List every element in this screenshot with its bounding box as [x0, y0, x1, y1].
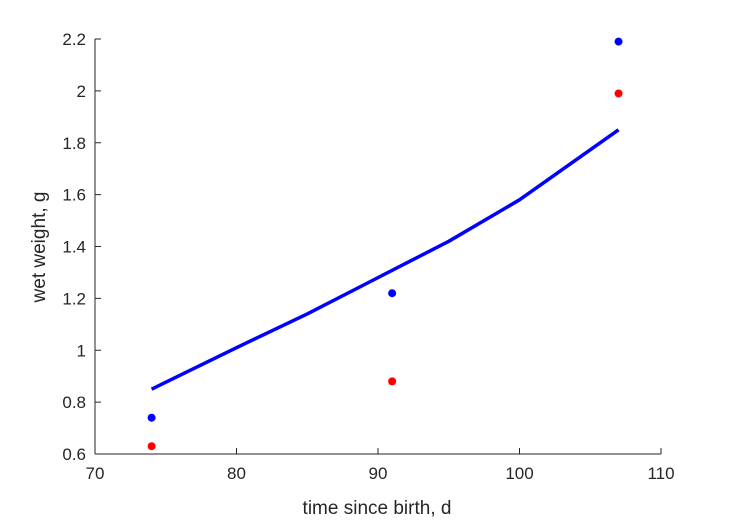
fit-line: [150, 128, 620, 391]
y-tick-label: 1.6: [62, 186, 86, 205]
y-tick-label: 1.4: [62, 238, 86, 257]
blue-data-point: [614, 37, 623, 46]
x-tick-label: 70: [86, 464, 105, 483]
axes: 70 80 90 100 110 0.6 0.8 1 1.2 1.4 1.6 1.8 2 2.2: [62, 30, 674, 483]
y-tick-label: 0.8: [62, 393, 86, 412]
blue-data-point: [147, 413, 156, 422]
red-data-point: [147, 442, 156, 451]
x-tick-label: 110: [647, 464, 674, 483]
x-tick-label: 80: [227, 464, 246, 483]
y-tick-label: 0.6: [62, 445, 86, 464]
x-tick-label: 90: [369, 464, 388, 483]
blue-data-point: [388, 289, 397, 298]
x-axis-label: time since birth, d: [303, 498, 452, 519]
y-tick-label: 2: [77, 82, 86, 101]
x-tick-label: 100: [505, 464, 533, 483]
red-data-point: [614, 89, 623, 98]
y-tick-label: 2.2: [62, 30, 86, 49]
y-tick-label: 1.2: [62, 289, 86, 308]
plot-area: [147, 37, 623, 451]
red-data-point: [388, 377, 397, 386]
y-axis-label: wet weight, g: [29, 192, 50, 304]
y-tick-label: 1.8: [62, 134, 86, 153]
y-tick-label: 1: [77, 341, 86, 360]
